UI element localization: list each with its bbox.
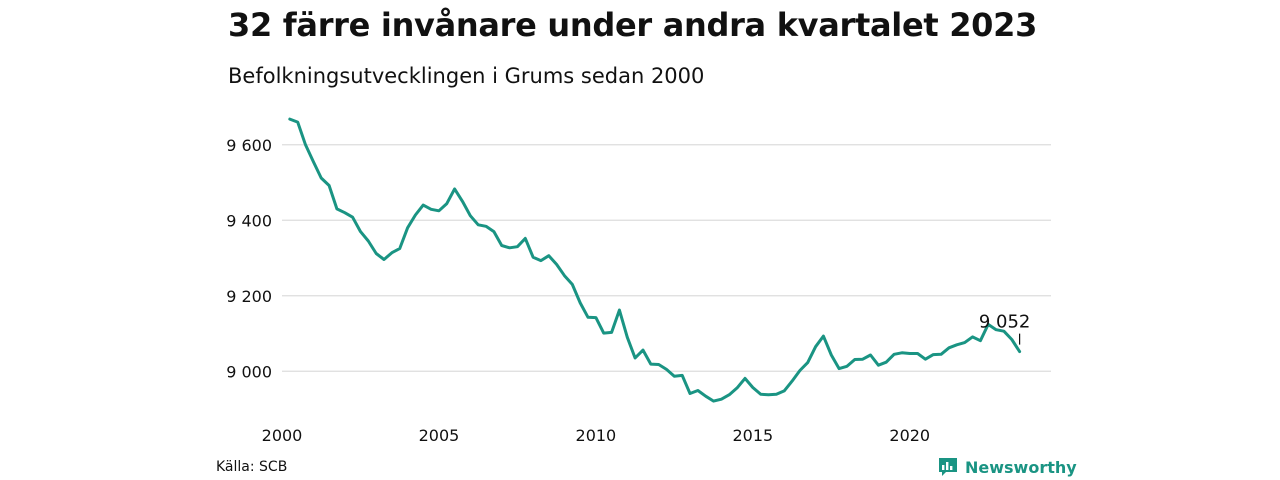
y-axis-ticks: 9 000 9 200 9 400 9 600 [226,136,272,382]
x-tick-label: 2015 [732,426,773,445]
brand-name: Newsworthy [965,457,1077,477]
x-axis-ticks: 2000 2005 2010 2015 2020 [262,426,930,445]
y-tick-label: 9 000 [226,362,272,381]
y-tick-label: 9 400 [226,211,272,230]
x-tick-label: 2010 [576,426,617,445]
x-tick-label: 2020 [889,426,930,445]
chart-title: 32 färre invånare under andra kvartalet … [228,6,1038,44]
bar-chart-bubble-icon [939,458,957,476]
x-tick-label: 2000 [262,426,303,445]
x-tick-label: 2005 [419,426,460,445]
source-note: Källa: SCB [216,459,288,475]
grid-lines [282,144,1051,372]
y-tick-label: 9 200 [226,287,272,306]
brand-logo: Newsworthy [937,456,1077,478]
population-line [288,117,1022,403]
y-tick-label: 9 600 [226,136,272,155]
end-value-label: 9 052 [979,312,1031,333]
chart-subtitle: Befolkningsutvecklingen i Grums sedan 20… [228,64,705,88]
